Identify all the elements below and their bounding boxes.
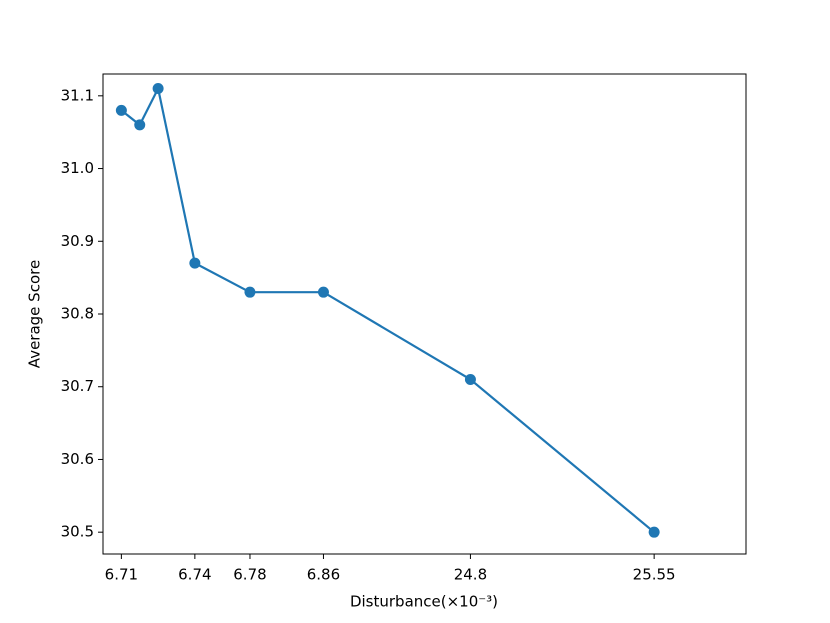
x-tick-label: 25.55 bbox=[633, 566, 676, 584]
x-axis-label: Disturbance(×10⁻³) bbox=[350, 593, 498, 611]
y-tick-label: 30.6 bbox=[61, 450, 94, 468]
y-tick-label: 30.7 bbox=[61, 377, 94, 395]
x-tick-label: 6.78 bbox=[233, 566, 266, 584]
x-tick-label: 24.8 bbox=[454, 566, 487, 584]
y-tick-label: 30.9 bbox=[61, 232, 94, 250]
data-point bbox=[152, 83, 164, 95]
x-tick-label: 6.71 bbox=[105, 566, 138, 584]
y-tick-label: 30.8 bbox=[61, 305, 94, 323]
plot-frame bbox=[102, 73, 747, 555]
y-tick-label: 31.0 bbox=[61, 159, 94, 177]
data-point bbox=[464, 373, 476, 385]
data-point bbox=[189, 257, 201, 269]
y-axis-label: Average Score bbox=[26, 260, 44, 368]
x-tick-label: 6.86 bbox=[307, 566, 340, 584]
data-point bbox=[317, 286, 329, 298]
data-point bbox=[244, 286, 256, 298]
data-point bbox=[648, 526, 660, 538]
y-tick-label: 30.5 bbox=[61, 523, 94, 541]
x-tick-label: 6.74 bbox=[178, 566, 211, 584]
series-line bbox=[120, 85, 655, 534]
y-tick-label: 31.1 bbox=[61, 86, 94, 104]
data-point bbox=[134, 119, 146, 131]
data-point bbox=[115, 104, 127, 116]
